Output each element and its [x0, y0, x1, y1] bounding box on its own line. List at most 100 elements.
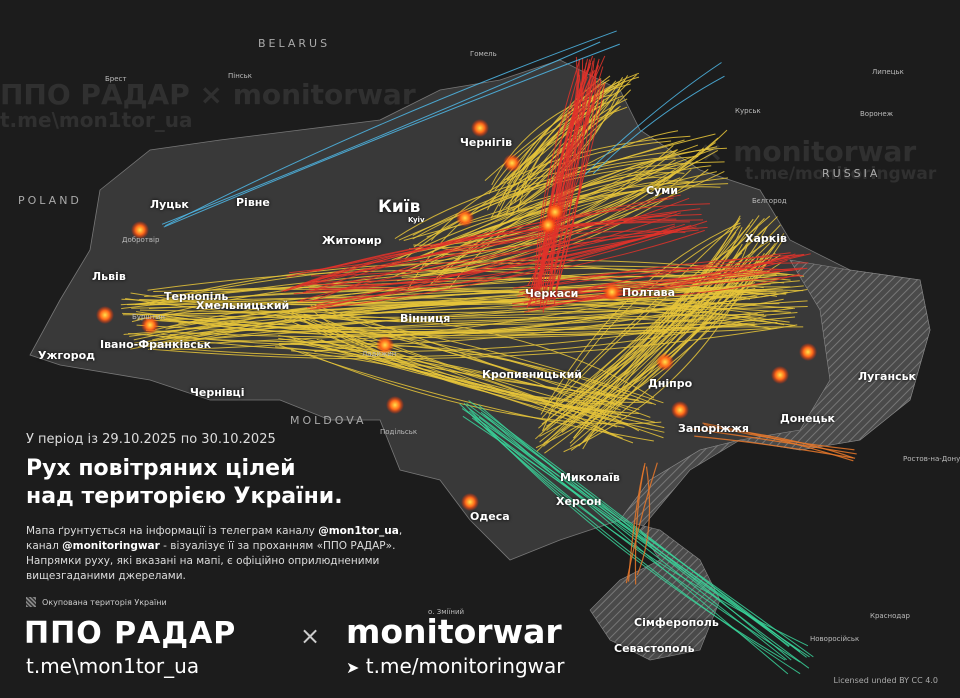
explosion-icon	[656, 353, 674, 371]
drone-path	[316, 338, 629, 397]
drone-path	[147, 289, 754, 350]
city-label-lutsk: Луцьк	[150, 198, 189, 211]
drone-path	[508, 74, 637, 208]
drone-path	[140, 306, 808, 314]
ballistic-path	[463, 402, 786, 661]
city-label-uzhhorod: Ужгород	[38, 349, 96, 362]
brand-radar: ППО РАДАР	[24, 616, 237, 651]
country-label: MOLDOVA	[290, 414, 367, 427]
drone-path	[548, 218, 765, 415]
missile-path	[528, 256, 789, 290]
town-label-burshtyn: Бурштин	[132, 313, 165, 321]
missile-path	[308, 229, 705, 290]
explosion-icon	[141, 316, 159, 334]
period-text: У період із 29.10.2025 по 30.10.2025	[26, 432, 276, 447]
drone-path	[127, 282, 756, 343]
page-title: Рух повітряних цілей над територією Укра…	[26, 455, 386, 511]
missile-path	[542, 72, 597, 312]
missile-path	[528, 273, 801, 299]
town-label-lipetsk: Липецьк	[872, 68, 904, 76]
city-label-poltava: Полтава	[622, 286, 676, 299]
handle-link[interactable]: @mon1tor_ua	[318, 525, 399, 537]
ballistic-path	[477, 404, 810, 669]
country-label: POLAND	[18, 194, 82, 207]
watermark-radar: ППО РАДАР × monitorwar	[0, 78, 416, 111]
explosion-icon	[96, 306, 114, 324]
missile-path	[310, 220, 708, 310]
explosion-icon	[131, 221, 149, 239]
monitorwar-link[interactable]: ➤ t.me/monitoringwar	[346, 654, 565, 678]
drone-path	[170, 269, 761, 351]
radar-link[interactable]: t.me\mon1tor_ua	[26, 654, 200, 678]
explosion-icon	[671, 401, 689, 419]
explosions	[96, 119, 817, 511]
city-label-zaporizhzhia: Запоріжжя	[678, 422, 749, 435]
town-label-novorossiysk: Новоросійськ	[810, 635, 860, 643]
kalibr-path	[692, 428, 857, 455]
town-label-zmiinyi: о. Зміїний	[428, 608, 465, 616]
drone-path	[427, 188, 671, 252]
missile-path	[306, 224, 692, 292]
drone-path	[572, 224, 741, 439]
drone-path	[488, 104, 605, 195]
drone-path	[275, 306, 621, 418]
missile-path	[313, 197, 674, 272]
drone-path	[448, 167, 676, 290]
drone-path	[293, 339, 634, 444]
drone-path	[583, 225, 768, 429]
drone-path	[398, 139, 685, 241]
missile-path	[551, 65, 600, 287]
flight-paths	[120, 30, 857, 675]
explosion-icon	[461, 493, 479, 511]
drone-path	[145, 287, 756, 338]
legend: Окупована територія України	[26, 597, 167, 607]
aviation-path	[592, 75, 725, 174]
drone-path	[284, 318, 623, 405]
missile-path	[522, 253, 811, 296]
city-label-lviv: Львів	[92, 270, 126, 283]
drone-path	[296, 323, 623, 439]
drone-path	[541, 245, 737, 419]
missile-path	[316, 219, 704, 272]
city-label-dnipro: Дніпро	[648, 377, 693, 390]
missile-path	[314, 229, 676, 283]
telegram-icon: ➤	[346, 658, 360, 677]
drone-path	[275, 346, 664, 439]
city-label-chernihiv: Чернігів	[460, 136, 513, 149]
city-label-luhansk: Луганськ	[858, 370, 917, 383]
drone-path	[429, 146, 718, 286]
missile-path	[553, 56, 579, 300]
explosion-icon	[546, 203, 564, 221]
city-label-kyiv_en: Kyiv	[408, 216, 425, 224]
aviation-path	[584, 62, 722, 175]
drone-path	[396, 149, 678, 256]
town-label-krasnodar: Краснодар	[870, 612, 910, 620]
town-label-pinsk: Пінськ	[228, 72, 252, 80]
kalibr-path	[625, 462, 658, 584]
missile-path	[297, 223, 685, 302]
missile-path	[540, 60, 594, 288]
brand-monitorwar: monitorwar	[346, 612, 562, 651]
town-label-kursk: Курськ	[735, 107, 761, 115]
explosion-icon	[503, 154, 521, 172]
hatch-swatch-icon	[26, 597, 36, 607]
drone-path	[404, 161, 725, 260]
town-label-brest: Брест	[105, 75, 127, 83]
missile-path	[284, 230, 686, 292]
city-label-sumy: Суми	[646, 184, 678, 197]
drone-path	[508, 107, 620, 218]
handle-link[interactable]: @monitoringwar	[62, 540, 160, 552]
drone-path	[155, 317, 778, 339]
aviation-path	[161, 41, 601, 225]
drone-path	[121, 289, 785, 326]
explosion-icon	[799, 343, 817, 361]
drone-path	[303, 313, 664, 404]
drone-path	[278, 342, 657, 406]
city-label-khmelnytskyi: Хмельницький	[196, 299, 290, 312]
country-label: BELARUS	[258, 37, 331, 50]
drone-path	[123, 271, 770, 335]
city-label-kherson: Херсон	[556, 495, 602, 508]
aviation-path	[163, 43, 620, 228]
